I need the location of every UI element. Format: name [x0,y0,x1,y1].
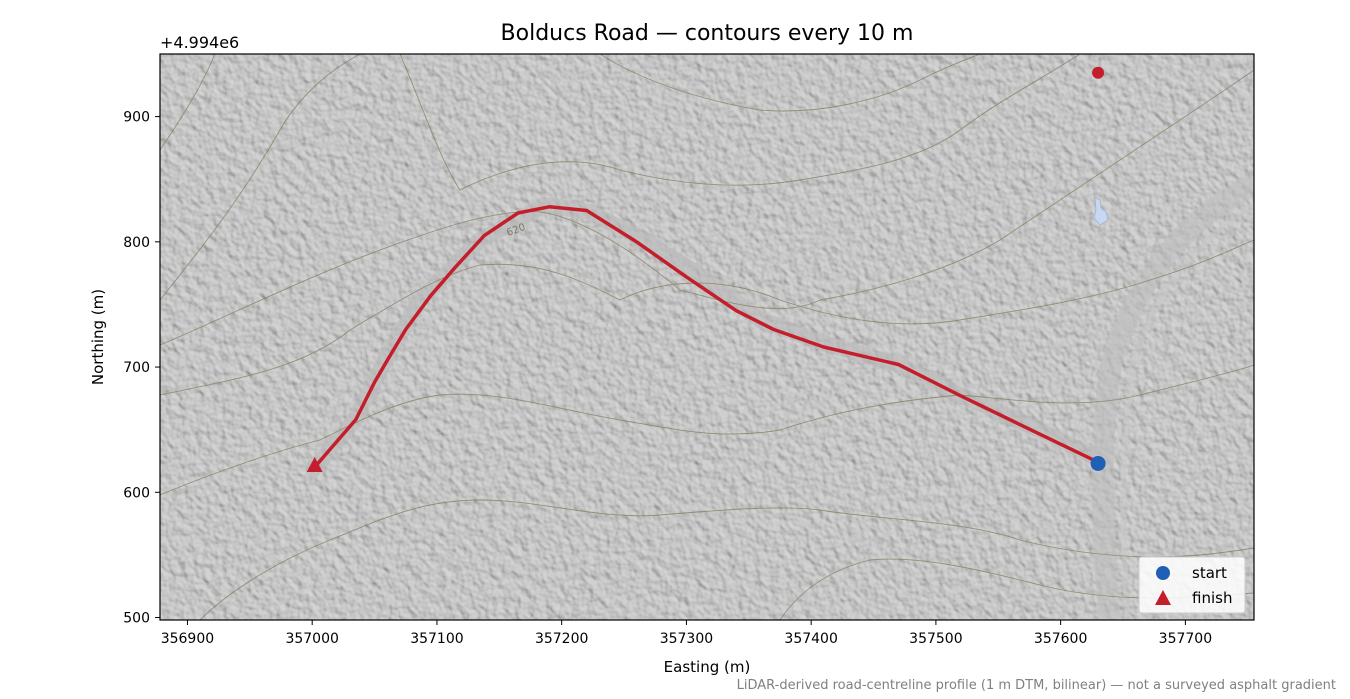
chart-title: Bolducs Road — contours every 10 m [501,21,914,46]
contour-line [160,364,1254,496]
contour-line [160,239,1254,396]
route-line [312,205,1100,469]
legend-start-label: start [1192,564,1227,582]
contour-line [399,54,1081,191]
x-tick-label: 357000 [285,631,338,647]
highway-edge [1120,202,1254,620]
plot-frame [159,53,1255,621]
y-tick-label: 700 [123,360,150,376]
x-tick-label: 357400 [784,631,837,647]
x-tick-label: 357300 [660,631,713,647]
contour-line [160,54,216,151]
route-layer [306,66,1106,472]
y-tick-label: 500 [123,610,150,626]
y-axis-ticks: 500 600 700 800 900 [123,110,160,626]
x-axis-label: Easting (m) [664,658,751,676]
x-tick-label: 357100 [410,631,463,647]
contour-lines [160,54,1254,620]
contour-line [160,69,1254,346]
hillshade-shading [160,54,1254,620]
start-marker [1090,455,1106,471]
y-axis-label: Northing (m) [89,289,107,385]
footnote: LiDAR-derived road-centreline profile (1… [737,678,1336,693]
x-tick-label: 357200 [535,631,588,647]
water-body [1093,197,1109,226]
legend: start finish [1138,556,1246,614]
x-tick-label: 357700 [1159,631,1212,647]
contour-line [160,54,361,301]
x-axis-ticks: 356900 357000 357100 357200 357300 357400 3575… [161,620,1212,647]
y-tick-label: 800 [123,235,150,251]
hillshade-layer [160,54,1254,620]
x-tick-label: 356900 [161,631,214,647]
x-tick-label: 357600 [1034,631,1087,647]
finish-marker [306,456,323,472]
legend-start-marker [1156,566,1170,580]
contour-line [199,499,1254,620]
extra-point-marker [1092,66,1105,79]
legend-finish-marker [1155,590,1171,605]
y-tick-label: 600 [123,485,150,501]
y-tick-label: 900 [123,110,150,126]
contour-line [599,54,981,112]
x-tick-label: 357500 [909,631,962,647]
legend-finish-label: finish [1192,589,1232,607]
highway-corridor [1091,175,1254,620]
y-offset-text: +4.994e6 [160,33,239,52]
